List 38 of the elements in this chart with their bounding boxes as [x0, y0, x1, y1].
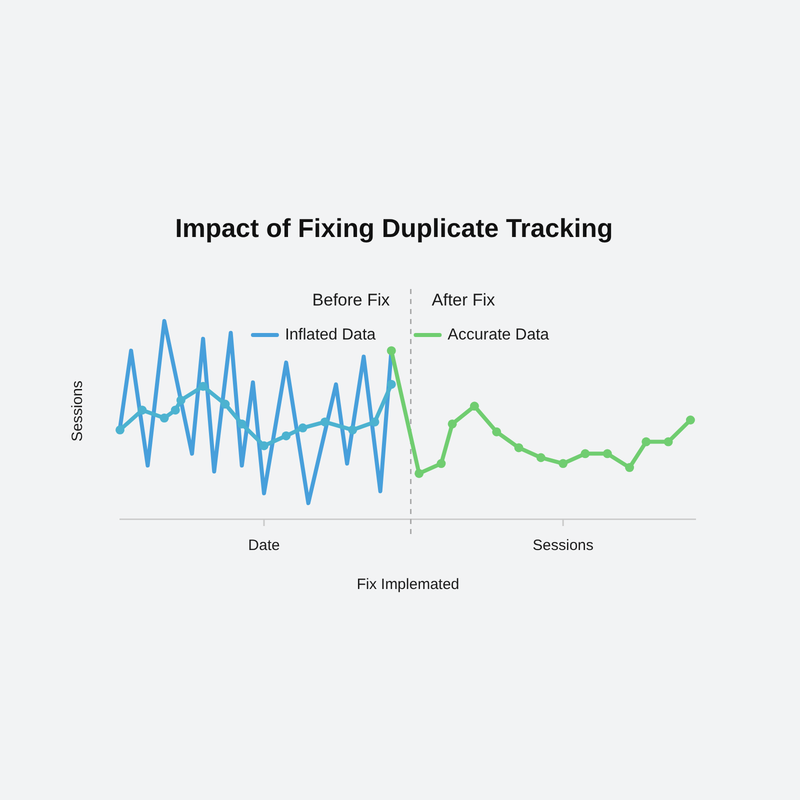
x-axis-title: Fix Implemated: [356, 576, 460, 594]
point: [237, 419, 246, 428]
legend-label: Accurate Data: [448, 326, 550, 344]
y-axis-title: Sessions: [69, 380, 86, 442]
point: [625, 463, 634, 472]
point: [260, 441, 268, 450]
text: After Fix: [432, 290, 496, 310]
point: [160, 414, 169, 423]
point: [170, 406, 180, 415]
point: [220, 400, 230, 409]
point: [536, 453, 546, 462]
point: [348, 425, 358, 434]
point: [492, 427, 502, 436]
point: [116, 425, 124, 434]
point: [176, 396, 186, 405]
point: [386, 346, 396, 356]
point: [664, 437, 673, 446]
point: [282, 431, 291, 440]
chart-title: Impact of Fixing Duplicate Tracking: [175, 213, 613, 244]
point: [370, 417, 380, 426]
point: [414, 468, 424, 478]
point: [198, 382, 208, 391]
point: [436, 459, 446, 468]
point: [686, 416, 695, 424]
legend-label: Inflated Data: [284, 326, 376, 344]
point: [320, 417, 330, 426]
x-tick-label: Date: [248, 537, 280, 554]
point: [448, 419, 457, 428]
point: [558, 459, 568, 468]
point: [386, 380, 396, 389]
point: [138, 406, 147, 415]
point: [642, 437, 651, 446]
point: [580, 449, 590, 458]
point: [514, 443, 524, 452]
point: [298, 423, 308, 432]
point: [470, 402, 479, 411]
point: [602, 449, 612, 458]
text: Before Fix: [312, 290, 390, 310]
